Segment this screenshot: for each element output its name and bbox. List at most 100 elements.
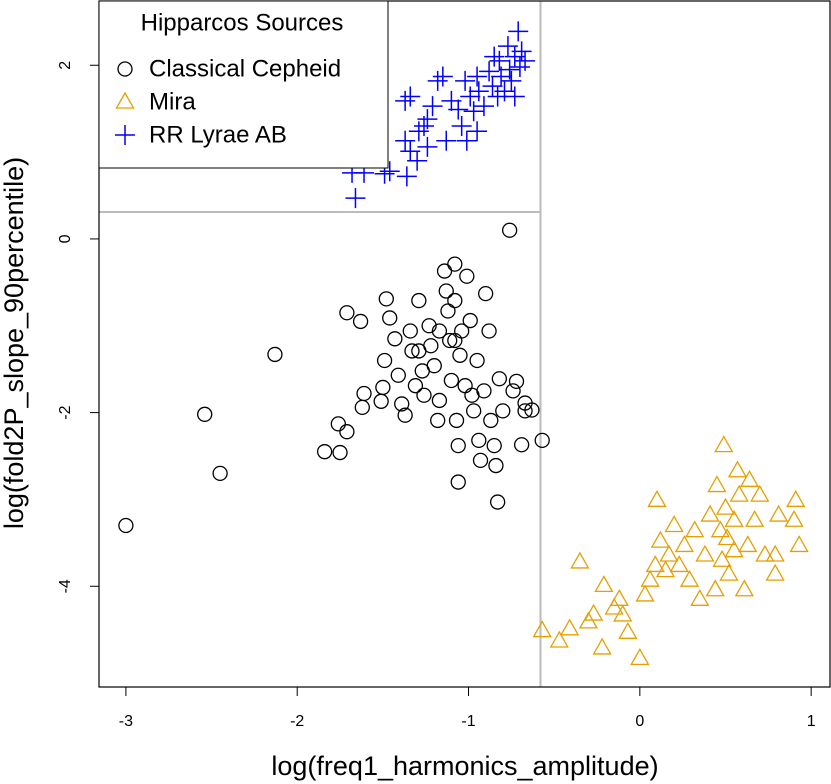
point xyxy=(729,484,749,502)
point xyxy=(483,412,499,429)
point xyxy=(789,535,809,553)
point xyxy=(532,620,552,638)
point xyxy=(339,424,355,440)
x-axis-label: log(freq1_harmonics_amplitude) xyxy=(271,751,658,781)
point xyxy=(411,292,427,309)
point xyxy=(466,403,482,419)
y-axis-label: log(fold2P_slope_90percentile) xyxy=(0,157,29,529)
x-tick-label: -2 xyxy=(290,713,304,730)
point xyxy=(436,130,457,151)
point xyxy=(734,579,754,597)
point xyxy=(356,385,372,402)
point xyxy=(484,46,505,67)
point xyxy=(400,86,421,107)
point xyxy=(316,444,333,460)
point xyxy=(517,403,533,419)
legend-label: RR Lyrae AB xyxy=(149,121,287,148)
point xyxy=(431,323,448,339)
point xyxy=(382,310,398,326)
point xyxy=(472,452,489,469)
point xyxy=(609,588,629,606)
point xyxy=(447,332,463,349)
point xyxy=(421,318,437,334)
point xyxy=(482,76,503,97)
point xyxy=(396,166,417,187)
point xyxy=(724,509,744,527)
point xyxy=(501,70,522,91)
point xyxy=(478,285,494,302)
point xyxy=(707,475,727,493)
legend-title: Hipparcos Sources xyxy=(141,9,344,36)
point xyxy=(118,517,134,534)
point xyxy=(669,555,689,573)
point xyxy=(738,535,758,553)
point xyxy=(473,96,494,117)
point xyxy=(495,403,511,419)
point xyxy=(430,412,446,429)
point xyxy=(750,484,770,502)
point xyxy=(452,347,468,363)
point xyxy=(549,630,569,648)
point xyxy=(379,161,400,182)
point xyxy=(427,70,448,91)
point xyxy=(508,21,529,42)
point xyxy=(339,305,355,321)
x-tick-label: -3 xyxy=(119,713,133,730)
point xyxy=(456,130,477,151)
point xyxy=(395,130,416,151)
point xyxy=(395,90,416,111)
legend-label: Classical Cepheid xyxy=(149,55,341,82)
point xyxy=(407,378,424,394)
point xyxy=(375,379,391,396)
point xyxy=(570,551,590,569)
point xyxy=(705,579,725,597)
y-tick-label: -2 xyxy=(57,405,74,419)
point xyxy=(534,432,550,449)
point xyxy=(467,66,488,87)
point xyxy=(431,392,448,409)
point xyxy=(755,544,775,562)
point xyxy=(717,528,737,546)
point xyxy=(447,292,463,309)
point xyxy=(440,303,456,319)
point xyxy=(390,367,406,383)
point xyxy=(417,136,438,157)
point xyxy=(486,437,502,454)
point xyxy=(432,66,453,87)
point xyxy=(416,387,432,403)
y-tick-label: 0 xyxy=(57,234,74,243)
point xyxy=(476,383,492,399)
point xyxy=(197,406,213,422)
point xyxy=(438,283,454,299)
point xyxy=(784,509,804,527)
point xyxy=(613,604,633,622)
point xyxy=(594,575,614,593)
legend-marker xyxy=(115,91,135,109)
point xyxy=(447,256,463,272)
point xyxy=(559,618,580,636)
point xyxy=(489,494,506,510)
point xyxy=(515,50,536,71)
x-tick-label: -1 xyxy=(461,713,475,730)
point xyxy=(378,291,394,307)
point xyxy=(645,555,665,573)
point xyxy=(745,509,765,527)
point xyxy=(618,621,638,639)
point xyxy=(426,358,442,374)
point xyxy=(451,116,472,137)
legend-marker xyxy=(117,61,133,77)
point xyxy=(513,437,530,453)
point xyxy=(494,81,515,102)
point xyxy=(463,101,484,122)
point xyxy=(719,563,739,581)
point xyxy=(499,59,520,80)
point xyxy=(505,383,521,399)
point xyxy=(469,352,485,369)
point xyxy=(647,489,667,507)
point xyxy=(462,312,478,329)
point xyxy=(408,121,429,142)
point xyxy=(212,465,228,482)
point xyxy=(674,535,694,553)
point xyxy=(387,331,403,347)
point xyxy=(655,560,676,578)
